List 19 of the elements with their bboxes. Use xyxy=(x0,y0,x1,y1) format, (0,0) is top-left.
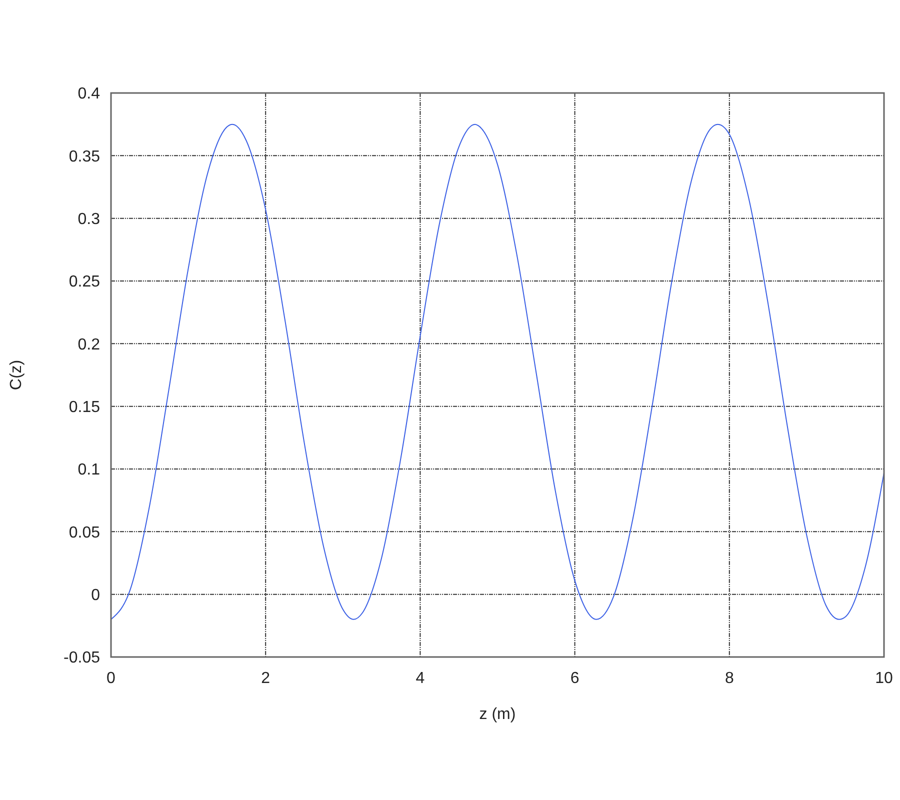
x-tick-label: 6 xyxy=(570,670,580,687)
y-tick-label: 0 xyxy=(91,586,100,604)
y-tick-label: 0.05 xyxy=(68,524,100,542)
x-tick-label: 10 xyxy=(875,670,893,687)
y-tick-label: 0.2 xyxy=(78,336,100,354)
y-axis-title: C(z) xyxy=(8,360,25,390)
y-tick-label: 0.4 xyxy=(78,86,100,103)
x-tick-label: 0 xyxy=(106,670,116,687)
x-tick-label: 8 xyxy=(724,670,734,687)
x-axis-title: z (m) xyxy=(479,706,516,723)
x-tick-label: 4 xyxy=(416,670,425,687)
y-tick-label: 0.35 xyxy=(68,148,100,166)
y-tick-label: 0.1 xyxy=(78,462,100,479)
line-series xyxy=(110,124,884,620)
y-tick-label: -0.05 xyxy=(64,650,100,667)
y-tick-label: 0.3 xyxy=(78,210,100,228)
y-tick-label: 0.25 xyxy=(68,274,100,291)
x-tick-label: 2 xyxy=(261,670,270,687)
y-tick-label: 0.15 xyxy=(68,398,100,416)
